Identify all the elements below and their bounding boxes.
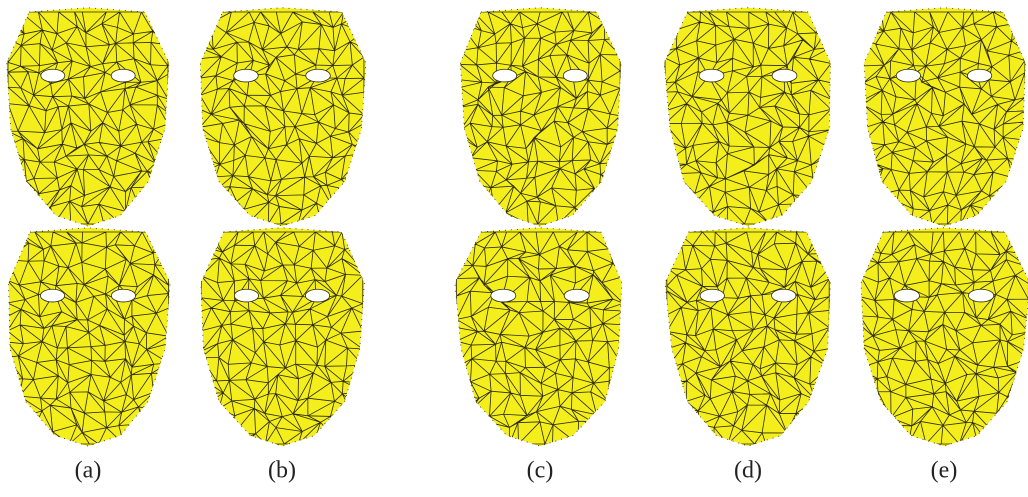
face-meshes <box>7 8 1028 446</box>
eye-hole <box>772 289 796 302</box>
face-mesh <box>664 8 831 226</box>
panel-label: (a) <box>75 458 102 484</box>
face-mesh <box>455 228 624 446</box>
eye-hole <box>700 289 724 302</box>
face-mesh <box>860 228 1028 446</box>
face-fill <box>201 228 364 446</box>
eye-hole <box>306 69 331 82</box>
face-mesh <box>665 228 830 446</box>
eye-hole <box>491 289 516 302</box>
panel-label: (b) <box>268 458 296 484</box>
face-fill <box>7 8 169 226</box>
eye-hole <box>563 69 587 82</box>
face-mesh <box>201 228 364 446</box>
eye-hole <box>894 289 919 302</box>
eye-hole <box>968 289 993 302</box>
eye-hole <box>305 289 329 302</box>
eye-hole <box>564 289 589 302</box>
face-mesh <box>200 8 366 226</box>
face-mesh <box>7 228 170 446</box>
eye-hole <box>896 69 920 82</box>
face-fill <box>864 8 1025 226</box>
panel-label: (d) <box>734 458 762 484</box>
eye-hole <box>967 69 991 82</box>
eye-hole <box>234 69 259 82</box>
panel-label: (c) <box>527 458 554 484</box>
figure: (a) (b) (c) (d) (e) <box>0 0 1028 497</box>
face-mesh <box>863 8 1025 226</box>
eye-hole <box>111 69 135 82</box>
eye-hole <box>493 69 517 82</box>
eye-hole <box>41 69 65 82</box>
face-mesh <box>460 8 621 226</box>
eye-hole <box>40 289 64 302</box>
panel-label: (e) <box>931 458 958 484</box>
face-mesh <box>7 8 169 226</box>
eye-hole <box>699 69 724 82</box>
eye-hole <box>772 69 797 82</box>
eye-hole <box>234 289 258 302</box>
eye-hole <box>111 289 135 302</box>
